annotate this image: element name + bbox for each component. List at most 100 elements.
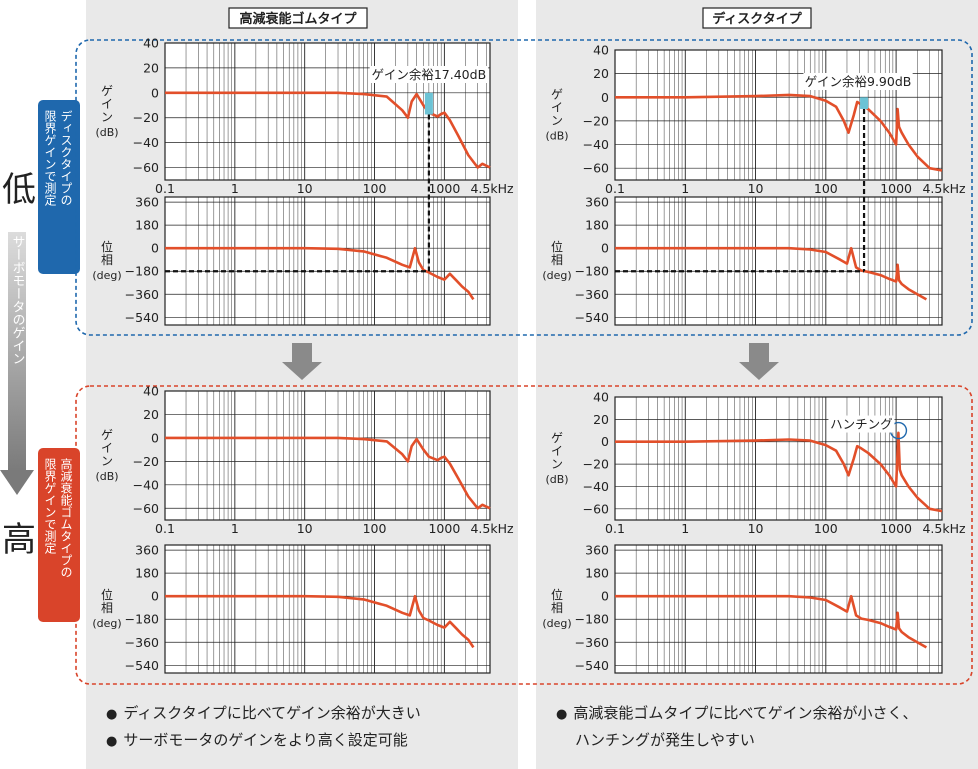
x-tick-label: 1 [681, 521, 689, 536]
gain-y-axis-unit: (dB) [545, 473, 568, 486]
gain-y-axis-label: ゲ [101, 84, 113, 98]
x-tick-label: 100 [363, 181, 387, 196]
right-column-title: ディスクタイプ [702, 7, 812, 29]
x-tick-label: 4.5kHz [922, 181, 966, 196]
phase-y-tick-label: 360 [135, 195, 159, 210]
phase-y-tick-label: 360 [135, 543, 159, 558]
x-tick-label: 0.1 [605, 521, 625, 536]
left-column-title: 高減衰能ゴムタイプ [228, 7, 368, 29]
phase-y-axis-unit: (deg) [542, 269, 571, 282]
phase-y-axis-label: 位 [101, 239, 113, 254]
phase-y-axis-unit: (deg) [542, 617, 571, 630]
gain-y-axis-label: イ [551, 101, 563, 115]
left-note-2: ● サーボモータのゲインをより高く設定可能 [106, 729, 408, 750]
gain-y-tick-label: 0 [601, 434, 609, 449]
gain-panel: 40 20 0 −20 −40 −60 ゲイン (dB) [545, 43, 943, 181]
gain-margin-bar [860, 97, 869, 109]
phase-y-tick-label: 360 [585, 195, 609, 210]
gain-y-axis-label: ン [551, 457, 563, 471]
gain-y-axis-label: ン [101, 454, 113, 468]
gain-curve [165, 91, 491, 169]
chart-bottom-right: 40 20 0 −20 −40 −60 ゲイン (dB) 360 180 0 −180 −360 −540… [542, 390, 966, 674]
phase-panel: 360 180 0 −180 −360 −540 位相 (deg) [92, 195, 491, 326]
phase-y-axis-label: 相 [101, 253, 113, 267]
chart-top-right: 40 20 0 −20 −40 −60 ゲイン (dB) 360 180 0 −180 −360 −540… [542, 43, 966, 326]
phase-curve [165, 246, 475, 301]
gain-y-axis-unit: (dB) [545, 130, 568, 143]
phase-y-tick-label: −360 [575, 287, 609, 302]
gain-panel: 40 20 0 −20 −40 −60 ゲイン (dB) [95, 36, 491, 181]
gain-y-tick-label: 20 [143, 60, 159, 75]
right-note-2: ハンチングが発生しやすい [575, 729, 755, 750]
x-tick-label: 1000 [880, 521, 912, 536]
gain-y-axis-label: ン [551, 114, 563, 128]
high-label: 高 [2, 520, 36, 560]
x-tick-label: 4.5kHz [470, 521, 514, 536]
phase-y-axis-unit: (deg) [92, 617, 121, 630]
phase-y-tick-label: −540 [125, 310, 159, 325]
x-tick-label: 0.1 [155, 521, 175, 536]
x-tick-label: 1000 [428, 181, 460, 196]
phase-y-tick-label: −540 [575, 658, 609, 673]
gain-y-tick-label: 0 [151, 85, 159, 100]
x-tick-label: 1 [231, 521, 239, 536]
svg-text:ディスクタイプ: ディスクタイプ [712, 11, 803, 27]
chart-top-left: 40 20 0 −20 −40 −60 ゲイン (dB) 360 180 0 −180 −360 −540… [92, 36, 514, 326]
phase-y-tick-label: 180 [585, 566, 609, 581]
phase-y-axis-label: 相 [101, 601, 113, 615]
gain-y-axis-label: ン [101, 110, 113, 124]
gain-y-axis-unit: (dB) [95, 126, 118, 139]
bullet-icon: ● [556, 707, 568, 722]
x-tick-label: 100 [814, 521, 838, 536]
right-note-1-text: 高減衰能ゴムタイプに比べてゲイン余裕が小さく、 [573, 704, 918, 722]
gain-panel: 40 20 0 −20 −40 −60 ゲイン (dB) [545, 390, 943, 521]
left-note-2-text: サーボモータのゲインをより高く設定可能 [123, 731, 408, 749]
gain-margin-bar [424, 92, 433, 115]
phase-curve [615, 246, 928, 301]
servo-gain-arrow-label: サーボモータのゲイン [10, 235, 26, 365]
phase-y-tick-label: 180 [135, 566, 159, 581]
gain-y-tick-label: −60 [583, 161, 609, 176]
phase-y-tick-label: −180 [575, 612, 609, 627]
red-label-line2: 限界ゲインで測定 [43, 458, 57, 555]
gain-y-tick-label: 0 [151, 430, 159, 445]
x-tick-label: 10 [297, 521, 313, 536]
phase-y-tick-label: 0 [151, 589, 159, 604]
phase-panel: 360 180 0 −180 −360 −540 位相 (deg) [542, 195, 943, 326]
right-note-1: ● 高減衰能ゴムタイプに比べてゲイン余裕が小さく、 [556, 702, 917, 723]
gain-y-tick-label: 0 [601, 90, 609, 105]
phase-y-tick-label: −360 [575, 635, 609, 650]
chart-bottom-left: 40 20 0 −20 −40 −60 ゲイン (dB) 360 180 0 −180 −360 −540… [92, 384, 514, 674]
hunting-label-bg [828, 415, 895, 433]
gain-y-tick-label: 20 [143, 407, 159, 422]
gain-y-tick-label: 40 [593, 43, 609, 58]
gain-y-tick-label: −40 [133, 135, 159, 150]
gain-y-tick-label: 40 [143, 36, 159, 51]
blue-label-line2: 限界ゲインで測定 [43, 110, 57, 207]
servo-gain-arrow [0, 232, 34, 495]
phase-curve [615, 594, 928, 649]
low-label: 低 [2, 170, 36, 210]
gain-y-tick-label: 20 [593, 412, 609, 427]
gain-y-tick-label: −60 [133, 160, 159, 175]
gain-y-axis-label: ゲ [551, 431, 563, 445]
right-note-2-text: ハンチングが発生しやすい [575, 731, 755, 749]
x-tick-label: 1000 [880, 181, 912, 196]
phase-y-axis-label: 位 [551, 239, 563, 254]
gain-y-axis-label: イ [101, 97, 113, 111]
gain-y-axis-label: イ [101, 441, 113, 455]
gain-y-tick-label: −20 [133, 454, 159, 469]
phase-y-tick-label: 0 [151, 241, 159, 256]
gain-y-tick-label: −20 [583, 457, 609, 472]
gain-y-tick-label: −40 [583, 479, 609, 494]
gain-y-tick-label: −20 [133, 110, 159, 125]
phase-y-tick-label: 0 [601, 241, 609, 256]
phase-y-tick-label: −360 [125, 635, 159, 650]
x-tick-label: 100 [814, 181, 838, 196]
x-tick-label: 10 [748, 181, 764, 196]
bullet-icon: ● [106, 734, 118, 749]
phase-y-axis-label: 相 [551, 601, 563, 615]
gain-y-axis-unit: (dB) [95, 470, 118, 483]
blue-measure-label: ディスクタイプの 限界ゲインで測定 [38, 100, 80, 274]
